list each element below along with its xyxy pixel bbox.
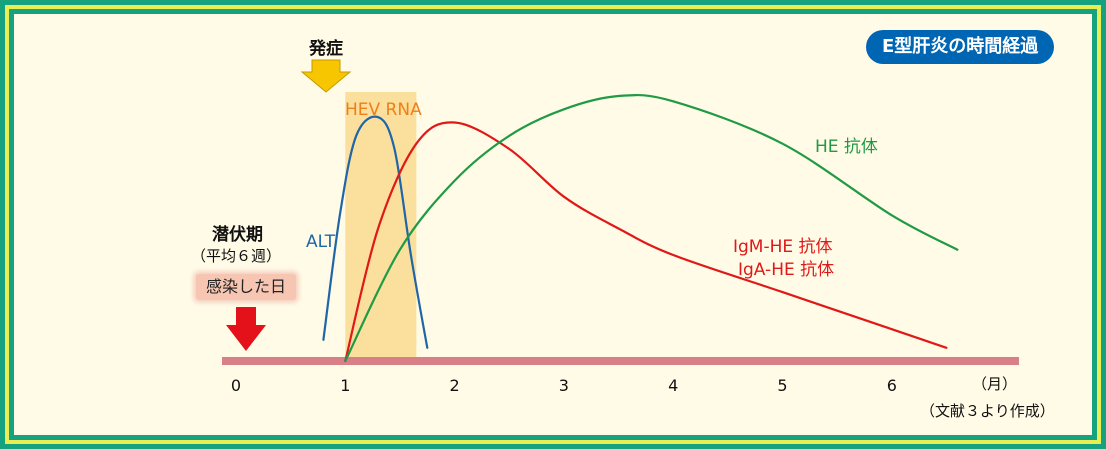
source-note: （文献３より作成） bbox=[920, 402, 1055, 420]
tick-label-5: 5 bbox=[777, 376, 787, 395]
infection-day-badge: 感染した日 bbox=[196, 274, 297, 300]
axis-unit-label: （月） bbox=[972, 375, 1018, 393]
he-antibody-curve bbox=[344, 93, 959, 363]
he-label: HE 抗体 bbox=[815, 137, 878, 157]
hev-rna-label: HEV RNA bbox=[345, 100, 422, 120]
tick-label-0: 0 bbox=[231, 376, 241, 395]
tick-label-1: 1 bbox=[340, 376, 350, 395]
infection-arrow-icon bbox=[226, 307, 266, 351]
diagram-title: E型肝炎の時間経過 bbox=[866, 30, 1055, 64]
alt-label: ALT bbox=[306, 232, 336, 252]
curves bbox=[322, 93, 959, 363]
iga-label: IgA-HE 抗体 bbox=[738, 260, 835, 280]
hev-rna-window bbox=[345, 92, 417, 361]
tick-labels: 0 1 2 3 4 5 6 bbox=[231, 376, 897, 395]
incubation-sub: （平均６週） bbox=[191, 247, 282, 265]
incubation-label: 潜伏期 bbox=[212, 225, 263, 245]
onset-arrow-icon bbox=[300, 59, 352, 93]
tick-label-4: 4 bbox=[668, 376, 678, 395]
igm-iga-curve bbox=[344, 121, 948, 363]
igm-label: IgM-HE 抗体 bbox=[733, 237, 833, 257]
tick-label-6: 6 bbox=[887, 376, 897, 395]
onset-label: 発症 bbox=[309, 39, 343, 59]
tick-label-3: 3 bbox=[559, 376, 569, 395]
alt-curve bbox=[322, 115, 429, 349]
plot-background bbox=[14, 14, 1092, 435]
time-axis bbox=[222, 357, 1019, 365]
tick-label-2: 2 bbox=[450, 376, 460, 395]
